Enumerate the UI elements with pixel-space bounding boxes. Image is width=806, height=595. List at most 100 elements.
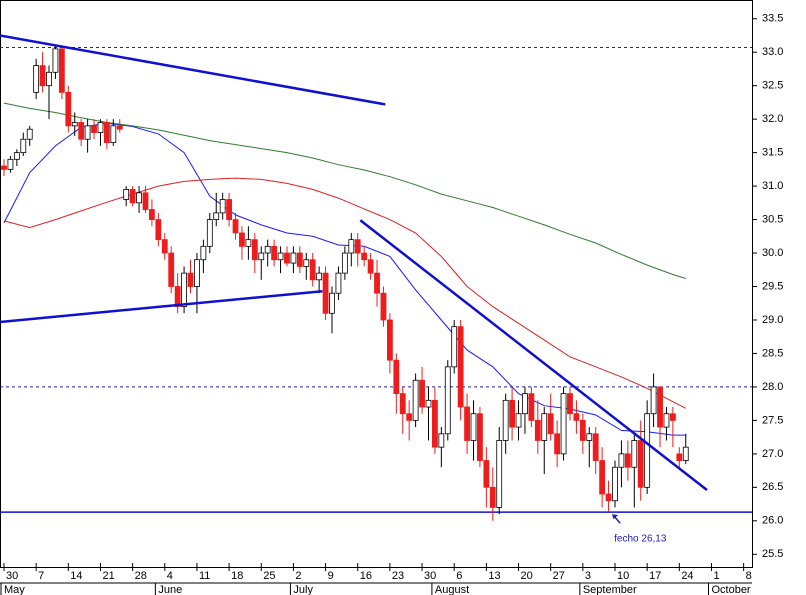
candle-body: [599, 460, 606, 495]
candle-body: [316, 272, 323, 281]
candle-body: [110, 125, 117, 143]
candle-body: [290, 252, 297, 264]
candle-body: [393, 359, 400, 395]
x-tick-label: 24: [681, 570, 693, 582]
candle-body: [522, 393, 528, 415]
x-tick-label: 3: [585, 570, 591, 582]
candle-body: [624, 453, 631, 468]
candle-body: [142, 192, 149, 210]
candle-body: [534, 419, 541, 441]
candle-body: [13, 152, 20, 160]
candle-body: [528, 393, 535, 421]
candle-body: [1, 165, 7, 170]
candle-body: [605, 493, 612, 502]
candle-body: [650, 386, 657, 415]
candle-body: [161, 239, 168, 254]
candle-body: [444, 366, 451, 435]
candle-body: [676, 453, 683, 461]
x-tick-label: 7: [38, 570, 44, 582]
candle-body: [457, 326, 464, 408]
y-tick-label: 31.5: [762, 147, 783, 159]
y-tick-label: 31.0: [762, 180, 783, 192]
candle-body: [412, 379, 419, 421]
candle-body: [264, 245, 271, 254]
candle-body: [71, 122, 78, 127]
candle-body: [116, 125, 123, 130]
candle-body: [149, 209, 155, 220]
candle-body: [251, 239, 258, 261]
candle-body: [123, 189, 130, 200]
candle-body: [303, 259, 310, 267]
x-tick-label: 2: [295, 570, 301, 582]
candle-body: [284, 252, 290, 264]
month-label: September: [583, 584, 637, 595]
candle-body: [406, 413, 413, 421]
candle-body: [200, 245, 207, 261]
trendline: [359, 219, 708, 492]
candle-body: [168, 252, 175, 287]
x-tick-label: 13: [488, 570, 500, 582]
candle-body: [515, 413, 522, 428]
candle-body: [309, 259, 316, 281]
candle-body: [7, 158, 14, 170]
month-label: August: [435, 584, 469, 595]
x-tick-label: 4: [167, 570, 173, 582]
x-tick-label: 16: [360, 570, 372, 582]
y-tick-label: 26.0: [762, 515, 783, 527]
candle-body: [579, 419, 586, 441]
y-tick-label: 33.5: [762, 13, 783, 25]
candle-body: [541, 413, 548, 441]
candle-body: [136, 192, 142, 204]
candle-body: [335, 272, 342, 294]
x-tick-label: 30: [6, 570, 18, 582]
candle-body: [187, 272, 194, 287]
candle-body: [232, 219, 239, 234]
candle-body: [239, 232, 245, 247]
candle-body: [451, 326, 458, 368]
candle-body: [419, 379, 425, 408]
x-tick-label: 9: [328, 570, 334, 582]
candle-body: [592, 433, 599, 461]
y-tick-label: 33.0: [762, 46, 783, 58]
candle-body: [181, 272, 187, 307]
candle-body: [573, 413, 580, 421]
x-tick-label: 18: [231, 570, 243, 582]
candle-body: [33, 65, 40, 93]
candle-body: [663, 413, 670, 428]
candle-body: [612, 466, 618, 502]
y-tick-label: 25.5: [762, 548, 783, 560]
month-label: July: [293, 584, 313, 595]
candle-body: [682, 446, 689, 461]
candle-body: [58, 48, 65, 93]
x-tick-label: 28: [135, 570, 147, 582]
candle-body: [39, 65, 46, 87]
candle-body: [560, 393, 567, 455]
y-tick-label: 30.5: [762, 213, 783, 225]
candle-body: [618, 453, 625, 468]
x-tick-label: 27: [553, 570, 565, 582]
candle-body: [174, 286, 181, 307]
candle-body: [213, 212, 220, 220]
candle-body: [399, 393, 406, 415]
candle-body: [194, 259, 200, 287]
candle-body: [586, 433, 593, 441]
candle-body: [219, 199, 226, 214]
moving-average-line: [3, 177, 687, 409]
month-label: October: [711, 584, 750, 595]
trendline: [0, 289, 323, 324]
trendline: [0, 34, 386, 106]
x-tick-label: 21: [102, 570, 114, 582]
x-tick-label: 1: [713, 570, 719, 582]
candle-body: [631, 440, 638, 468]
y-tick-label: 26.5: [762, 481, 783, 493]
x-tick-label: 25: [263, 570, 275, 582]
candle-body: [84, 125, 91, 140]
candle-body: [155, 219, 162, 241]
month-label: June: [158, 584, 182, 595]
x-tick-label: 17: [649, 570, 661, 582]
annotation-arrowhead: [612, 514, 619, 520]
y-tick-label: 28.5: [762, 347, 783, 359]
candle-body: [669, 413, 676, 421]
x-tick-label: 11: [199, 570, 210, 582]
